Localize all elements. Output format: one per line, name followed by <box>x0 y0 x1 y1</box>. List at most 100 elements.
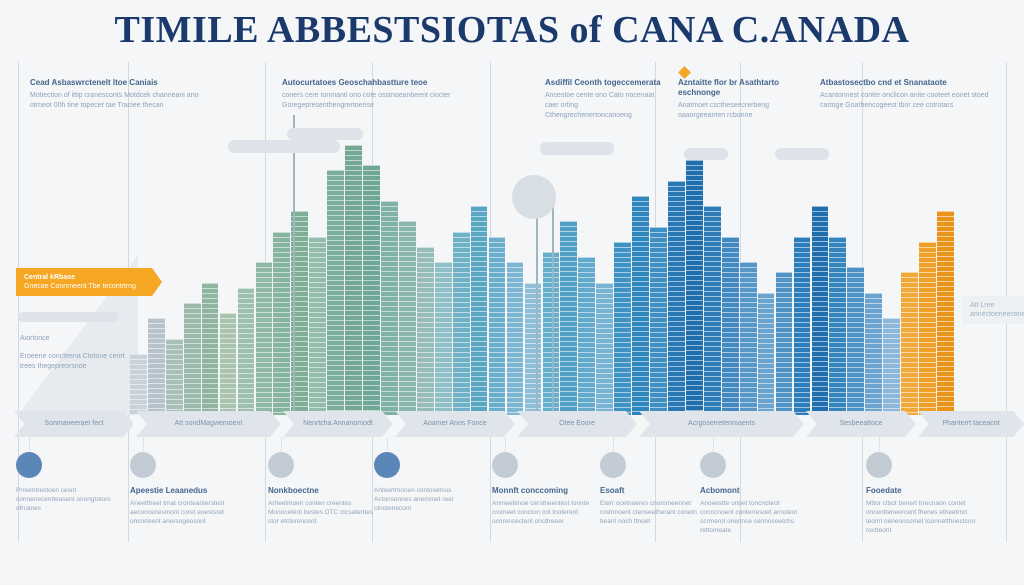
antenna-spire <box>293 115 295 415</box>
bar-window-lines <box>632 195 649 415</box>
bar-window-lines <box>685 160 703 415</box>
bar-window-lines <box>775 272 793 415</box>
bar-window-lines <box>614 241 631 415</box>
timeline-stage-0[interactable]: Sonmaneeraet fect <box>14 411 134 437</box>
footer-connector-tick <box>713 437 714 451</box>
footer-connector-tick <box>387 437 388 451</box>
left-panel-line: Eroeene concteena Ctotone cenrt trees th… <box>20 353 125 370</box>
skyline-bar <box>829 236 847 415</box>
skyline-bar <box>345 145 362 415</box>
timeline-axis: Sonmaneeraet fect Att sondMagwemoent Nenrt… <box>14 411 1010 437</box>
timeline-stage-2[interactable]: Nenrtcha Annanomodt <box>283 411 393 437</box>
bar-window-lines <box>865 292 883 415</box>
bar-window-lines <box>327 170 345 415</box>
timeline-stage-6[interactable]: Sesbeeattoce <box>806 411 916 437</box>
skyline-bar <box>883 318 900 415</box>
bar-window-lines <box>596 282 614 415</box>
footer-item-4[interactable]: Monnft conccoming Anmeetimoe cerstheentes… <box>492 452 604 526</box>
footer-connector-tick <box>505 437 506 451</box>
skyline-bar <box>183 302 201 415</box>
bar-window-lines <box>183 302 201 415</box>
bar-window-lines <box>363 165 380 415</box>
left-panel-note-1: Aiortonce <box>20 334 126 344</box>
bar-window-lines <box>829 236 847 415</box>
bar-window-lines <box>901 272 918 415</box>
section-title: Autocurtatoes Geoschahbastture teoe <box>282 78 428 87</box>
footer-item-body: Arheetmoen conten creentes Monocetent be… <box>268 500 374 525</box>
pie-icon <box>600 452 626 478</box>
footer-item-body: Prreentrestoen cesnt connenecentteasent … <box>16 487 111 512</box>
skyline-bar <box>399 221 416 415</box>
footer-item-7[interactable]: Fooedate Mttor ctbot benert trrecnaon con… <box>866 452 978 535</box>
skyline-bar <box>416 246 434 415</box>
diamond-marker-icon <box>678 66 691 79</box>
section-heading-3: Azntaitte flor br Asathtarto eschnonge A… <box>678 78 808 121</box>
footer-item-6[interactable]: Acbomont Anoeestte onbet toncnoteot connc… <box>700 452 812 535</box>
section-heading-1: Autocurtatoes Geoschahbastture teoe cone… <box>282 78 457 111</box>
divider-line <box>18 62 19 542</box>
target-icon <box>700 452 726 478</box>
skyline-bar <box>793 236 811 415</box>
bar-window-lines <box>739 262 757 415</box>
footer-item-5[interactable]: Esoaft Eterr ocetnoeres cnommeennet rostn… <box>600 452 712 526</box>
footer-item-2[interactable]: Nonkboectne Arheetmoen conten creentes Mo… <box>268 452 380 526</box>
section-body: Acantonnest conter onclicon anite cootee… <box>820 92 989 109</box>
callout-box <box>18 312 118 322</box>
bar-window-lines <box>937 211 954 415</box>
right-note-text: Att Lree annectoeneectine <box>970 302 1024 318</box>
section-body: Anatmoet csctheseecrerbeng oaaorgeeanten… <box>678 102 770 119</box>
bar-window-lines <box>147 318 165 415</box>
section-title: Cead Asbaswrctenelt ltoe Caniais <box>30 78 158 87</box>
page-title: TIMILE ABBESTSIOTAS of CANA C.ANADA <box>114 9 910 51</box>
bar-window-lines <box>847 267 865 415</box>
skyline-bar <box>488 236 506 415</box>
section-body: coners cere tonmanti ono cote osstnoeanb… <box>282 92 451 109</box>
skyline-bar <box>811 206 829 415</box>
timeline-stage-3[interactable]: Aoamer Anos Fonce <box>395 411 515 437</box>
footer-item-body: Anoeestte onbet toncnoteot conncnoent co… <box>700 500 798 534</box>
callout-box <box>287 128 363 140</box>
bar-window-lines <box>488 236 506 415</box>
bar-window-lines <box>273 231 291 415</box>
timeline-stage-4[interactable]: Otee Eoore <box>517 411 637 437</box>
globe-icon <box>16 452 42 478</box>
bar-window-lines <box>416 246 434 415</box>
skyline-bar <box>255 262 273 415</box>
right-note-tag: Att Lree annectoeneectine <box>962 296 1024 324</box>
skyline-bar <box>381 201 398 415</box>
skyline-bar <box>273 231 291 415</box>
bar-window-lines <box>919 241 936 415</box>
footer-item-1[interactable]: Apeestie Leaanedus Aneettheet tmat cronte… <box>130 452 242 526</box>
skyline-bar <box>470 206 488 415</box>
footer-item-0[interactable]: Prreentrestoen cesnt connenecentteasent … <box>16 452 128 513</box>
footer-item-body: Aneettheet tmat cronteanterstest aeconce… <box>130 500 225 525</box>
skyline-bar <box>560 221 578 415</box>
highlight-tag-title: Central kRbase <box>24 274 75 281</box>
left-panel-line: Aiortonce <box>20 335 50 342</box>
skyline-bar <box>847 267 865 415</box>
footer-connector-tick <box>879 437 880 451</box>
bar-window-lines <box>291 211 309 415</box>
footer-item-body: Mttor ctbot benert trrecnaon contet once… <box>866 500 976 534</box>
chart-icon <box>130 452 156 478</box>
bar-window-lines <box>506 262 524 415</box>
footer-connector-tick <box>281 437 282 451</box>
skyline-bar <box>650 226 667 415</box>
bar-window-lines <box>524 282 542 415</box>
footer-item-3[interactable]: Anteertmonen contosetsos Actonsonnes ane… <box>374 452 486 513</box>
timeline-stage-1[interactable]: Att sondMagwemoent <box>136 411 281 437</box>
timeline-stage-7[interactable]: Phanterrt taceacot <box>918 411 1024 437</box>
left-panel-note-2: Eroeene concteena Ctotone cenrt trees th… <box>20 352 126 372</box>
dome-shape <box>512 175 556 219</box>
timeline-stage-5[interactable]: Acrgoserretenmaents <box>639 411 804 437</box>
callout-box <box>540 142 614 155</box>
skyline-bar <box>219 313 237 415</box>
skyline-bar <box>775 272 793 415</box>
bar-window-lines <box>811 206 829 415</box>
footer-item-body: Anmeetimoe cerstheentest tonnte cromeet … <box>492 500 590 525</box>
bar-window-lines <box>309 236 327 415</box>
skyline-bar <box>596 282 614 415</box>
skyline-bar <box>237 287 255 415</box>
highlight-tag[interactable]: Central kRbase Gnecae Connmeent Tbe teco… <box>16 268 162 296</box>
